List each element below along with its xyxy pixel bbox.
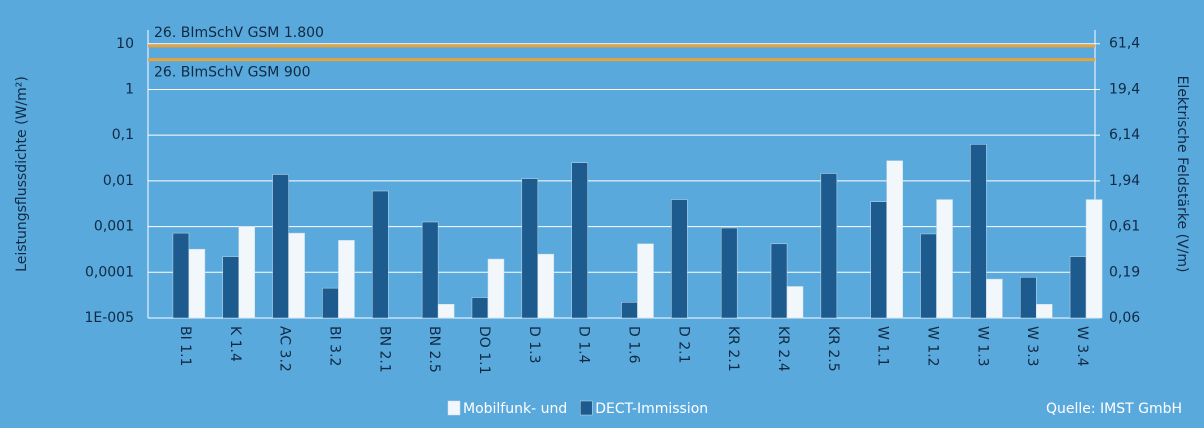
source: Quelle: IMST GmbH [1046, 401, 1182, 417]
x-tick-label: D 2.1 [675, 326, 691, 364]
bar [1069, 256, 1087, 319]
bar [720, 227, 738, 319]
reference-label: 26. BImSchV GSM 1.800 [154, 25, 324, 41]
y2-axis-label: Elektrische Feldstärke (V/m) [1174, 76, 1190, 273]
bar [936, 199, 953, 319]
bar [521, 178, 539, 319]
x-tick-label: D 1.6 [626, 326, 642, 364]
x-tick-label: W 3.3 [1024, 326, 1040, 367]
y-tick-label: 1E-005 [84, 310, 134, 326]
x-tick-label: D 1.4 [576, 326, 592, 364]
bar [870, 201, 887, 319]
bar [372, 190, 389, 319]
x-tick-label: KR 2.4 [775, 326, 791, 372]
x-tick-label: D 1.3 [526, 326, 542, 364]
x-tick-label: W 1.1 [875, 326, 891, 367]
bar [1019, 276, 1037, 319]
x-tick-label: KR 2.5 [825, 326, 841, 372]
bar [621, 302, 638, 319]
y-tick-label: 0,01 [103, 173, 134, 189]
x-tick-label: W 3.4 [1074, 326, 1090, 367]
x-tick-label: W 1.2 [925, 326, 941, 367]
y-axis-label: Leistungsflussdichte (W/m²) [14, 76, 30, 272]
bar [820, 173, 838, 319]
x-tick-label: KR 2.1 [725, 326, 741, 372]
bar [437, 303, 455, 319]
y2-tick-label: 0,61 [1109, 219, 1140, 235]
legend-swatch [579, 400, 593, 416]
x-tick-label: BN 2.1 [376, 326, 392, 373]
bar [920, 233, 937, 319]
bar [770, 243, 788, 319]
bar [970, 144, 987, 319]
bar [421, 221, 439, 319]
bar [671, 199, 688, 319]
bar [272, 174, 289, 319]
y-tick-label: 0,1 [112, 127, 134, 143]
bar [172, 232, 190, 319]
bar [886, 160, 903, 319]
y2-tick-label: 0,19 [1109, 264, 1140, 280]
legend-label: DECT-Immission [595, 401, 708, 417]
bar [537, 253, 555, 319]
y-tick-label: 0,001 [94, 219, 134, 235]
bar [222, 256, 240, 319]
reference-label: 26. BImSchV GSM 900 [154, 65, 311, 81]
x-tick-label: K 1.4 [227, 326, 243, 362]
y2-tick-label: 0,06 [1109, 310, 1140, 326]
y2-tick-label: 61,4 [1109, 36, 1140, 52]
y-tick-label: 1 [125, 81, 134, 97]
bar [571, 162, 588, 319]
legend-label: Mobilfunk- und [463, 401, 567, 417]
bar [637, 243, 654, 319]
x-tick-label: AC 3.2 [277, 326, 293, 372]
bar [288, 232, 305, 319]
y-tick-label: 10 [116, 36, 134, 52]
y2-tick-label: 19,4 [1109, 81, 1140, 97]
y2-tick-label: 6,14 [1109, 127, 1140, 143]
bar [322, 287, 339, 319]
bar [188, 248, 206, 319]
bar [487, 258, 505, 319]
x-tick-label: BN 2.5 [426, 326, 442, 373]
x-tick-label: BI 3.2 [326, 326, 342, 366]
x-tick-label: BI 1.1 [177, 326, 193, 366]
bar [471, 297, 489, 319]
y-tick-label: 0,0001 [85, 264, 134, 280]
legend-swatch [447, 400, 461, 416]
x-tick-label: W 1.3 [974, 326, 990, 367]
x-tick-label: DO 1.1 [476, 326, 492, 375]
bar [338, 240, 355, 319]
bar [238, 226, 256, 319]
bar [786, 286, 804, 319]
y2-tick-label: 1,94 [1109, 173, 1140, 189]
bar [1035, 303, 1053, 319]
bar [1085, 199, 1103, 319]
bar [986, 278, 1003, 319]
